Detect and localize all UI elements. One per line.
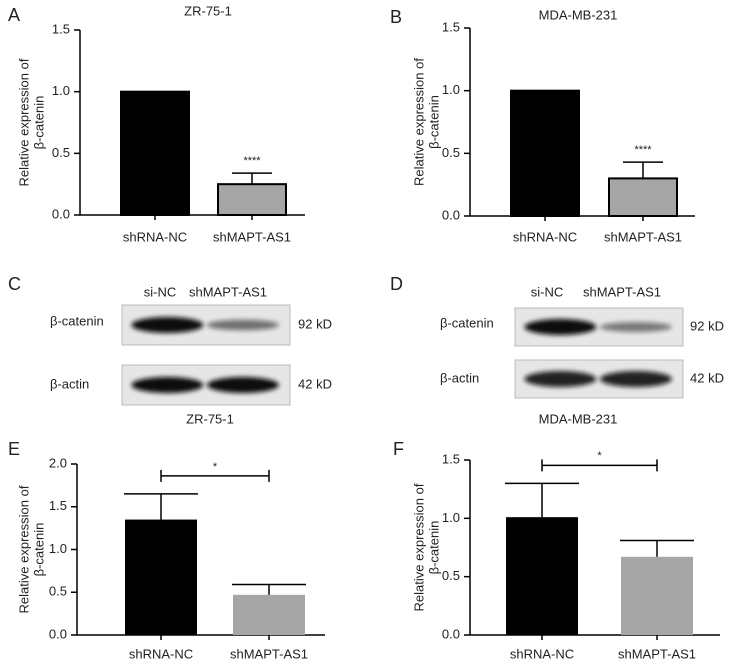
bar: [621, 556, 693, 635]
lane-label: si-NC: [531, 284, 564, 299]
size-label: 92 kD: [298, 316, 332, 331]
y-axis-label: β-catenin: [426, 521, 441, 575]
significance-label: ****: [634, 144, 652, 156]
y-tick-label: 0.0: [49, 626, 67, 641]
lane-label: si-NC: [144, 284, 177, 299]
significance-bracket: [541, 459, 658, 472]
blot-band: [524, 319, 597, 335]
y-tick-label: 0.5: [442, 145, 460, 160]
x-tick-label: shRNA-NC: [510, 646, 574, 661]
y-tick-label: 1.0: [442, 82, 460, 97]
row-label: β-catenin: [50, 313, 104, 328]
bar: [125, 519, 197, 635]
chart-title: ZR-75-1: [186, 411, 234, 426]
size-label: 42 kD: [298, 376, 332, 391]
y-tick-label: 1.0: [49, 541, 67, 556]
significance-bracket: [160, 469, 270, 482]
y-tick-label: 1.5: [52, 21, 70, 36]
blot-band: [206, 377, 279, 393]
blot-band: [206, 319, 279, 331]
lane-label: shMAPT-AS1: [189, 284, 267, 299]
y-tick-label: 1.0: [442, 510, 460, 525]
chart-title: MDA-MB-231: [539, 411, 618, 426]
x-tick-label: shMAPT-AS1: [618, 646, 696, 661]
y-axis-label: β-catenin: [426, 95, 441, 149]
y-axis-label: Relative expression of: [411, 483, 426, 611]
y-axis-label: β-catenin: [31, 523, 46, 577]
x-tick-label: shRNA-NC: [123, 229, 187, 244]
significance-label: *: [597, 450, 602, 462]
x-tick-label: shMAPT-AS1: [213, 229, 291, 244]
panel-label: F: [393, 439, 404, 459]
blot-band: [131, 377, 204, 393]
bar: [510, 89, 580, 217]
row-label: β-actin: [50, 376, 89, 391]
y-tick-label: 1.5: [49, 498, 67, 513]
x-tick-label: shMAPT-AS1: [604, 229, 682, 244]
y-tick-label: 1.5: [442, 19, 460, 34]
y-tick-label: 1.0: [52, 83, 70, 98]
size-label: 92 kD: [690, 318, 724, 333]
panel-label: B: [390, 7, 402, 27]
y-tick-label: 2.0: [49, 455, 67, 470]
chart-title: ZR-75-1: [184, 3, 232, 18]
y-tick-label: 0.0: [442, 626, 460, 641]
panel-label: E: [8, 439, 20, 459]
y-axis-label: Relative expression of: [16, 58, 31, 186]
blot-band: [131, 317, 204, 333]
panel-label: D: [390, 274, 403, 294]
significance-label: *: [213, 461, 218, 473]
bar: [120, 90, 190, 216]
y-axis-label: β-catenin: [31, 96, 46, 150]
lane-label: shMAPT-AS1: [583, 284, 661, 299]
x-tick-label: shRNA-NC: [513, 229, 577, 244]
size-label: 42 kD: [690, 370, 724, 385]
significance-label: ****: [243, 155, 261, 167]
y-tick-label: 1.5: [442, 451, 460, 466]
row-label: β-catenin: [440, 315, 494, 330]
x-tick-label: shMAPT-AS1: [230, 646, 308, 661]
bar: [506, 517, 578, 635]
y-tick-label: 0.0: [52, 206, 70, 221]
blot-band: [599, 371, 672, 387]
y-axis-label: Relative expression of: [16, 485, 31, 613]
y-tick-label: 0.5: [52, 145, 70, 160]
y-tick-label: 0.5: [49, 584, 67, 599]
y-tick-label: 0.5: [442, 568, 460, 583]
blot-band: [599, 322, 672, 332]
bar: [608, 177, 678, 217]
panel-label: A: [8, 5, 20, 25]
chart-title: MDA-MB-231: [539, 7, 618, 22]
bar: [217, 183, 287, 217]
y-tick-label: 0.0: [442, 207, 460, 222]
panel-label: C: [8, 274, 21, 294]
y-axis-label: Relative expression of: [411, 58, 426, 186]
bar: [233, 594, 305, 635]
x-tick-label: shRNA-NC: [129, 646, 193, 661]
row-label: β-actin: [440, 370, 479, 385]
blot-band: [524, 371, 597, 387]
